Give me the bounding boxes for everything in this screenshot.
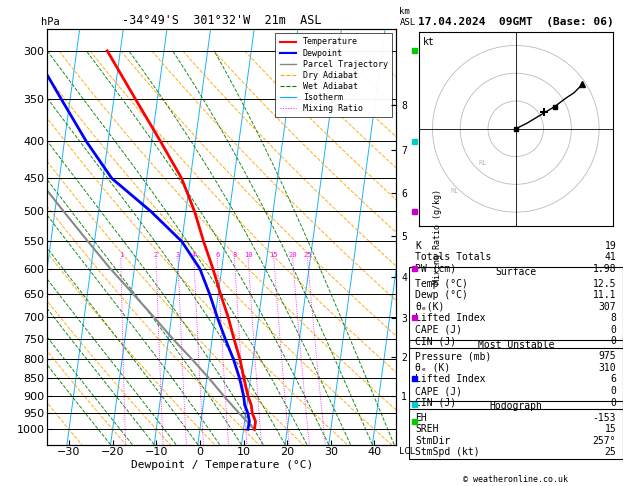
Text: 975: 975: [599, 351, 616, 362]
Bar: [409, 267, 623, 348]
Text: Pressure (mb): Pressure (mb): [415, 351, 492, 362]
Text: 4: 4: [192, 252, 196, 258]
Text: -34°49'S  301°32'W  21m  ASL: -34°49'S 301°32'W 21m ASL: [122, 14, 321, 27]
Text: -153: -153: [593, 413, 616, 422]
Text: © weatheronline.co.uk: © weatheronline.co.uk: [464, 474, 568, 484]
Text: K: K: [415, 241, 421, 251]
Text: 8: 8: [232, 252, 237, 258]
Text: 19: 19: [604, 241, 616, 251]
Text: Most Unstable: Most Unstable: [477, 340, 554, 350]
Text: RL: RL: [450, 188, 459, 193]
Bar: [409, 340, 623, 409]
Text: 12.5: 12.5: [593, 278, 616, 289]
Text: Surface: Surface: [495, 267, 537, 277]
Text: km
ASL: km ASL: [399, 7, 416, 27]
Text: θₑ(K): θₑ(K): [415, 302, 445, 312]
Text: CAPE (J): CAPE (J): [415, 386, 462, 396]
Text: 310: 310: [599, 363, 616, 373]
X-axis label: Dewpoint / Temperature (°C): Dewpoint / Temperature (°C): [131, 460, 313, 470]
Text: θₑ (K): θₑ (K): [415, 363, 450, 373]
Text: Dewp (°C): Dewp (°C): [415, 290, 468, 300]
Text: 307: 307: [599, 302, 616, 312]
Text: 1: 1: [119, 252, 123, 258]
Text: 41: 41: [604, 252, 616, 262]
Text: 11.1: 11.1: [593, 290, 616, 300]
Text: kt: kt: [423, 37, 434, 48]
Text: 17.04.2024  09GMT  (Base: 06): 17.04.2024 09GMT (Base: 06): [418, 17, 614, 27]
Text: RL: RL: [478, 160, 487, 166]
Text: hPa: hPa: [41, 17, 60, 27]
Text: 10: 10: [244, 252, 252, 258]
Text: Lifted Index: Lifted Index: [415, 313, 486, 323]
Text: 8: 8: [610, 313, 616, 323]
Bar: [409, 401, 623, 459]
Text: EH: EH: [415, 413, 427, 422]
Text: StmSpd (kt): StmSpd (kt): [415, 447, 480, 457]
Text: Hodograph: Hodograph: [489, 401, 542, 411]
Text: Totals Totals: Totals Totals: [415, 252, 492, 262]
Text: 0: 0: [610, 386, 616, 396]
Text: StmDir: StmDir: [415, 435, 450, 446]
Text: Lifted Index: Lifted Index: [415, 375, 486, 384]
Text: CAPE (J): CAPE (J): [415, 325, 462, 335]
Legend: Temperature, Dewpoint, Parcel Trajectory, Dry Adiabat, Wet Adiabat, Isotherm, Mi: Temperature, Dewpoint, Parcel Trajectory…: [276, 34, 392, 117]
Text: 3: 3: [175, 252, 180, 258]
Text: 0: 0: [610, 398, 616, 408]
Text: PW (cm): PW (cm): [415, 263, 457, 274]
Text: LCL: LCL: [399, 447, 416, 456]
Text: 25: 25: [303, 252, 312, 258]
Text: CIN (J): CIN (J): [415, 398, 457, 408]
Text: SREH: SREH: [415, 424, 439, 434]
Text: 25: 25: [604, 447, 616, 457]
Text: 15: 15: [270, 252, 278, 258]
Text: Temp (°C): Temp (°C): [415, 278, 468, 289]
Text: 0: 0: [610, 336, 616, 347]
Text: 257°: 257°: [593, 435, 616, 446]
Text: 1.98: 1.98: [593, 263, 616, 274]
Text: 20: 20: [288, 252, 297, 258]
Text: Mixing Ratio (g/kg): Mixing Ratio (g/kg): [433, 190, 442, 284]
Text: 6: 6: [215, 252, 220, 258]
Text: 15: 15: [604, 424, 616, 434]
Text: 0: 0: [610, 325, 616, 335]
Text: CIN (J): CIN (J): [415, 336, 457, 347]
Text: 2: 2: [154, 252, 159, 258]
Text: 6: 6: [610, 375, 616, 384]
